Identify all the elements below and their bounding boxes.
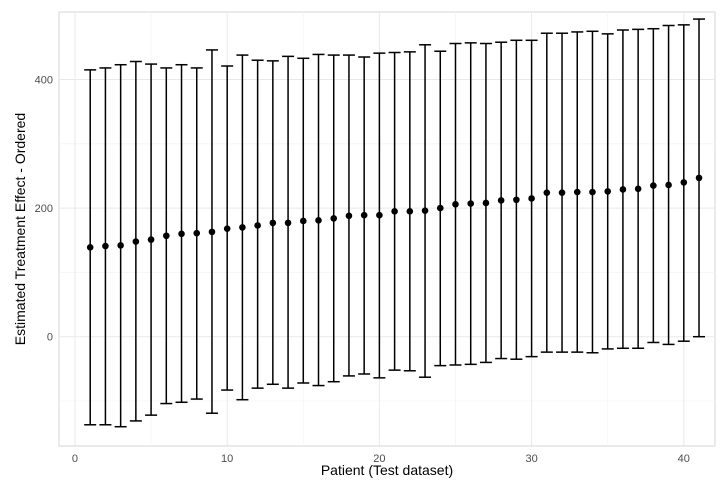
estimate-point [482,199,490,207]
estimate-points [86,174,703,251]
y-axis-ticks: 0 200 400 [35,75,53,344]
estimate-point [665,181,672,189]
y-axis-title: Estimated Treatment Effect - Ordered [12,113,28,345]
x-tick-label: 20 [373,453,385,465]
estimate-point [421,207,429,214]
estimate-point [330,215,338,222]
estimate-point [223,225,231,232]
estimate-point [376,211,383,219]
estimate-point [208,228,216,236]
estimate-point [604,188,611,195]
estimate-point [269,219,277,227]
estimate-point [634,185,642,193]
x-tick-label: 10 [221,453,233,465]
estimate-point [650,182,657,189]
estimate-point [315,217,322,224]
estimate-point [406,208,414,215]
estimate-point [436,204,444,212]
estimate-point [163,232,170,240]
estimate-point [391,208,398,215]
x-tick-label: 40 [678,453,690,465]
estimate-point [193,229,201,237]
y-tick-label: 0 [47,332,53,344]
estimate-point [345,212,353,220]
estimate-point [86,244,94,251]
x-axis-ticks: 0 10 20 30 40 [72,453,690,465]
estimate-point [497,197,505,204]
x-axis-title: Patient (Test dataset) [321,462,453,478]
estimate-point [619,186,627,193]
estimate-point [239,224,246,231]
estimate-point [254,222,261,229]
estimate-point [467,200,475,207]
estimate-point [147,236,155,243]
estimate-point [102,242,109,250]
estimate-point [558,189,566,196]
plot-panel [58,11,716,447]
estimate-point [573,188,581,196]
x-tick-label: 0 [72,453,78,465]
estimate-point [513,196,520,204]
estimate-point [695,174,703,182]
y-tick-label: 200 [35,203,53,215]
estimate-point [299,217,307,225]
estimate-point [528,195,535,202]
estimate-point [284,219,292,227]
y-tick-label: 400 [35,75,53,87]
estimate-point [117,242,124,249]
estimate-point [543,189,551,196]
estimate-point [589,188,596,196]
estimate-point [178,230,185,238]
x-tick-label: 30 [525,453,537,465]
estimate-point [680,179,688,186]
estimate-point [360,211,368,219]
estimate-point [452,200,459,208]
estimate-point [132,238,140,245]
